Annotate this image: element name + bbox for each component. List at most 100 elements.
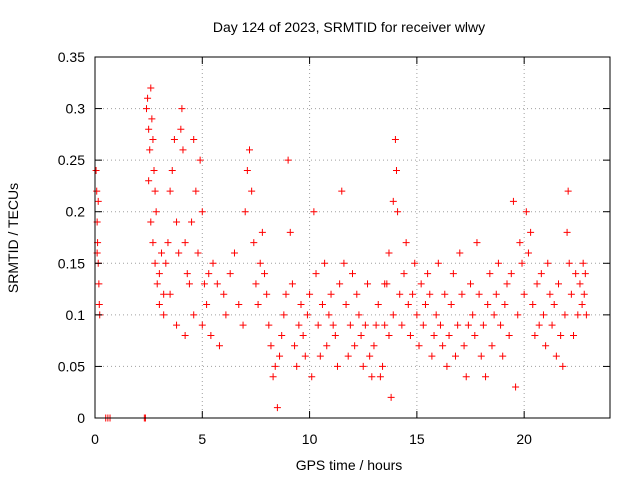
data-point (213, 280, 221, 288)
data-point (564, 187, 572, 195)
data-point (529, 301, 537, 309)
data-point (421, 301, 429, 309)
data-point (310, 208, 318, 216)
data-point (252, 280, 260, 288)
data-point (271, 362, 279, 370)
data-point (579, 259, 587, 267)
data-point (359, 362, 367, 370)
data-point (230, 249, 238, 257)
data-point (241, 208, 249, 216)
data-point (402, 239, 410, 247)
data-point (95, 301, 103, 309)
data-point (220, 290, 228, 298)
x-tick-label: 15 (409, 431, 425, 447)
data-point (411, 259, 419, 267)
data-point (256, 259, 264, 267)
data-point (143, 105, 150, 113)
data-point (578, 301, 586, 309)
data-point (374, 301, 382, 309)
data-point (544, 259, 552, 267)
data-point (514, 311, 522, 319)
data-point (258, 228, 266, 236)
data-point (364, 280, 372, 288)
data-point (376, 373, 384, 381)
data-point (152, 208, 160, 216)
data-point (95, 280, 103, 288)
data-point (473, 239, 481, 247)
data-point (469, 311, 477, 319)
data-point (162, 259, 170, 267)
data-point (576, 280, 584, 288)
data-point (533, 280, 541, 288)
data-point (93, 187, 101, 195)
data-point (432, 311, 440, 319)
data-point (452, 352, 459, 360)
data-point (503, 280, 511, 288)
data-point (441, 290, 449, 298)
data-point (389, 197, 397, 205)
data-point (349, 270, 356, 278)
y-tick-label: 0.3 (66, 101, 86, 117)
data-point (518, 259, 526, 267)
data-point (456, 249, 464, 257)
data-point (490, 311, 498, 319)
data-point (381, 280, 389, 288)
data-point (464, 321, 472, 329)
data-point (389, 311, 397, 319)
y-axis-label: SRMTID / TECUs (5, 183, 21, 293)
data-point (415, 342, 423, 350)
data-point (265, 321, 273, 329)
data-point (570, 331, 578, 339)
data-point (144, 94, 152, 102)
data-point (351, 342, 359, 350)
data-point (527, 228, 535, 236)
data-point (196, 156, 204, 164)
data-point (535, 321, 543, 329)
data-point (145, 177, 153, 185)
data-point (318, 301, 326, 309)
data-point (406, 331, 414, 339)
data-point (509, 197, 517, 205)
data-point (346, 321, 354, 329)
x-tick-label: 20 (516, 431, 532, 447)
data-point (563, 228, 571, 236)
data-point (190, 311, 198, 319)
data-point (150, 166, 158, 174)
data-point (479, 321, 487, 329)
data-point (385, 249, 393, 257)
data-point (297, 301, 305, 309)
data-point (546, 290, 554, 298)
data-point (151, 187, 159, 195)
data-point (314, 321, 322, 329)
data-point (557, 331, 565, 339)
data-point (516, 239, 524, 247)
data-point (192, 187, 200, 195)
data-point (439, 342, 447, 350)
data-point (458, 290, 466, 298)
data-point (460, 342, 468, 350)
data-point (338, 187, 346, 195)
data-point (385, 331, 393, 339)
data-point (329, 321, 337, 329)
data-point (209, 259, 217, 267)
data-point (226, 270, 234, 278)
data-point (512, 383, 520, 391)
data-point (404, 301, 412, 309)
data-point (445, 331, 453, 339)
data-point (467, 280, 475, 288)
data-point (484, 301, 492, 309)
data-point (299, 331, 307, 339)
data-point (151, 259, 159, 267)
data-point (531, 331, 539, 339)
data-point (178, 105, 186, 113)
data-point (333, 362, 341, 370)
data-point (166, 187, 174, 195)
data-point (261, 270, 269, 278)
data-point (288, 280, 296, 288)
data-point (559, 362, 567, 370)
y-tick-label: 0 (77, 410, 85, 426)
data-point (254, 301, 262, 309)
data-point (582, 311, 590, 319)
data-point (316, 352, 324, 360)
data-point (250, 239, 258, 247)
